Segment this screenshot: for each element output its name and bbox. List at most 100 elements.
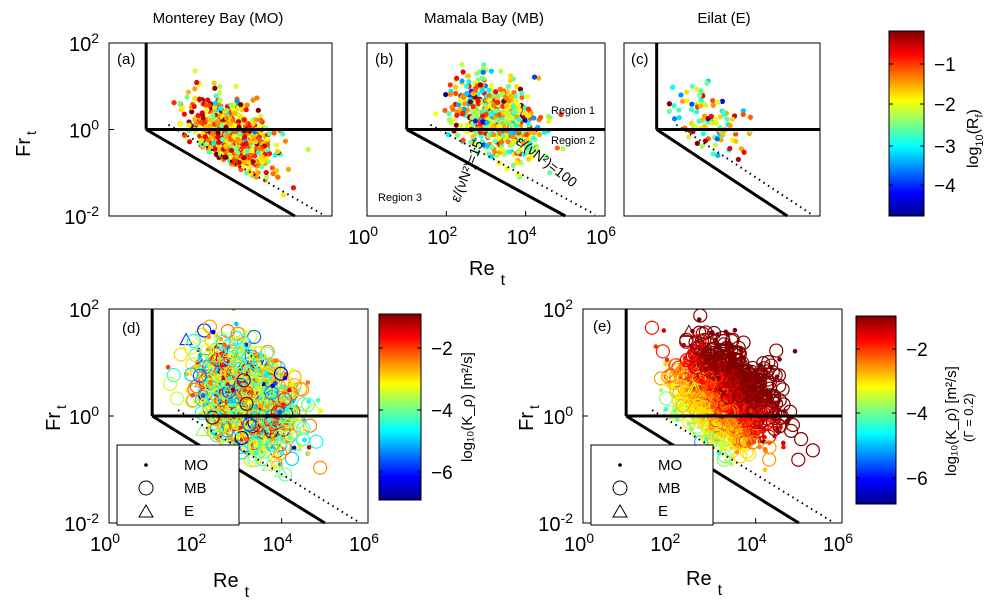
data-point <box>279 373 285 378</box>
colorbar-k-ticks: −2 −4 −6 <box>379 339 453 484</box>
data-point <box>217 98 223 104</box>
data-point <box>505 83 511 90</box>
colorbar-rf: −1 −2 −3 −4 log10(Rf) <box>888 30 986 217</box>
legend-e-dot-icon <box>618 463 622 467</box>
data-point <box>494 152 500 158</box>
data-point <box>219 136 226 143</box>
data-point <box>461 106 467 113</box>
data-point <box>245 396 260 412</box>
data-point <box>184 371 190 377</box>
data-point <box>760 364 775 379</box>
data-point <box>255 107 261 113</box>
data-point <box>468 139 474 145</box>
data-point <box>689 101 695 107</box>
data-point <box>709 418 724 433</box>
data-point <box>459 62 465 68</box>
data-point <box>741 442 747 448</box>
data-point <box>741 414 756 428</box>
panel-c-lines <box>655 43 820 218</box>
data-point <box>717 442 723 448</box>
panel-b-scatter <box>432 62 566 180</box>
data-point <box>210 140 217 146</box>
data-point <box>698 341 703 347</box>
data-point <box>688 106 695 112</box>
buoyancy-reynolds-100-line <box>177 409 358 522</box>
data-point <box>716 421 722 427</box>
data-point <box>761 355 776 370</box>
data-point <box>517 107 523 113</box>
buoyancy-reynolds-15-line <box>145 128 296 218</box>
data-point <box>275 174 281 180</box>
data-point <box>318 408 323 414</box>
colorbar-rf-bar <box>888 30 925 217</box>
data-point <box>204 107 210 113</box>
panel-c-frame <box>623 42 821 217</box>
data-point <box>692 431 697 437</box>
data-point <box>291 445 297 451</box>
data-point <box>778 424 783 430</box>
data-point <box>536 131 543 138</box>
data-point <box>227 121 234 127</box>
data-point <box>169 391 185 406</box>
data-point <box>464 83 470 89</box>
data-point <box>715 99 721 105</box>
data-point <box>732 434 747 449</box>
data-point <box>713 393 719 399</box>
data-point <box>498 146 504 152</box>
data-point <box>542 153 549 160</box>
data-point <box>509 115 515 121</box>
row1-xlabel-main: Re <box>469 258 495 280</box>
data-point <box>209 417 215 423</box>
data-point <box>443 91 449 98</box>
data-point <box>530 135 536 141</box>
data-point <box>200 393 206 398</box>
data-point <box>185 357 200 372</box>
data-point <box>503 95 509 101</box>
data-point <box>531 115 537 121</box>
legend-e-box <box>590 444 714 526</box>
data-point <box>273 358 279 364</box>
data-point <box>693 109 700 115</box>
data-point <box>699 353 714 369</box>
data-point <box>210 349 224 363</box>
legend-d-circle-icon <box>138 480 154 496</box>
data-point <box>233 147 239 153</box>
data-point <box>279 412 294 427</box>
data-point <box>727 122 733 129</box>
data-point <box>195 113 201 119</box>
data-point <box>501 151 507 158</box>
data-point <box>256 358 271 374</box>
data-point <box>508 129 514 136</box>
tick-label: 106 <box>823 530 853 556</box>
data-point <box>447 82 453 88</box>
data-point <box>708 113 714 119</box>
data-point <box>729 461 734 467</box>
panel-c-scatter <box>666 78 754 163</box>
data-point <box>191 103 197 110</box>
colorbar-k-label: log₁₀(K_ρ) [m²/s] <box>459 352 476 462</box>
data-point <box>675 398 690 413</box>
data-point <box>231 133 237 139</box>
data-point <box>732 365 738 371</box>
data-point <box>655 344 670 359</box>
buoyancy-reynolds-15-line <box>405 128 567 218</box>
data-point <box>709 394 715 399</box>
data-point <box>470 103 476 110</box>
data-point <box>209 135 215 141</box>
data-point <box>231 398 237 404</box>
data-point <box>509 122 515 128</box>
data-point <box>269 165 275 171</box>
data-point <box>250 371 256 376</box>
data-point <box>301 397 316 412</box>
data-point <box>290 420 305 435</box>
data-point <box>301 437 307 443</box>
data-point <box>230 387 236 393</box>
data-point <box>457 106 463 112</box>
data-point <box>187 382 202 397</box>
data-point <box>671 116 678 122</box>
data-point <box>204 140 210 147</box>
data-point <box>452 84 459 90</box>
data-point <box>510 134 516 140</box>
data-point <box>762 440 777 455</box>
data-point <box>531 130 537 136</box>
